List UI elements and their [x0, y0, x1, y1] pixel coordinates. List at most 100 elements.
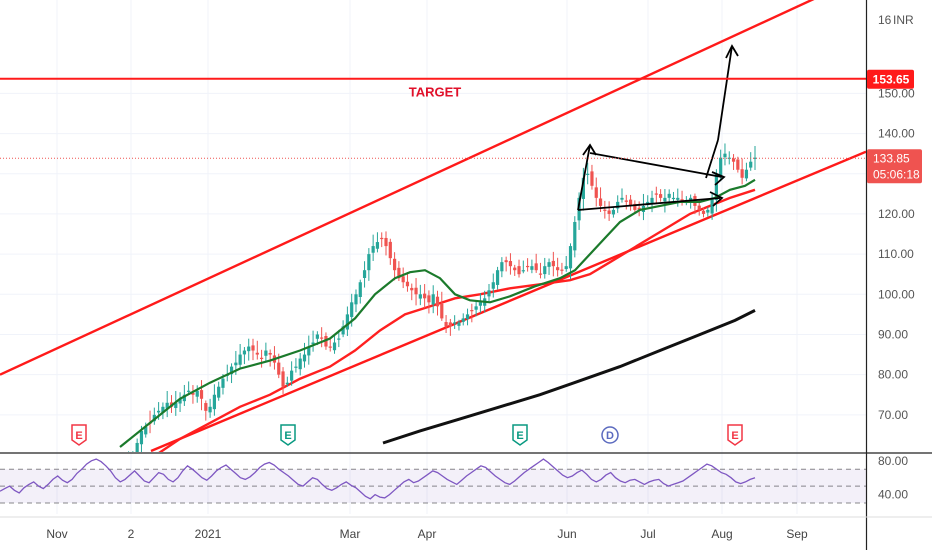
candle: [517, 259, 521, 278]
candle: [302, 342, 307, 368]
candle: [290, 361, 294, 386]
time-tick-label: Sep: [786, 527, 808, 541]
candle: [152, 407, 156, 425]
event-marker-earnings-positive[interactable]: E: [280, 424, 296, 446]
candle: [603, 200, 607, 219]
breakout-line: [705, 139, 719, 179]
candle: [538, 262, 543, 279]
candle: [633, 200, 637, 214]
candle: [513, 264, 517, 276]
candle: [281, 367, 285, 394]
candle: [332, 336, 337, 354]
candle: [504, 256, 508, 272]
candle: [414, 278, 418, 306]
time-tick-label: Mar: [340, 527, 361, 541]
candle: [362, 261, 367, 288]
candle: [530, 259, 534, 274]
candle: [543, 257, 547, 279]
event-marker-earnings-positive[interactable]: E: [512, 424, 528, 446]
candle: [470, 303, 474, 323]
channel-upper-line[interactable]: [0, 0, 866, 376]
candle: [667, 189, 671, 204]
candle: [646, 195, 650, 207]
pattern-drawings[interactable]: [577, 44, 739, 211]
candle: [740, 158, 744, 185]
price-tick-label: 16: [878, 13, 892, 27]
candlestick-series: [128, 143, 757, 452]
candle: [560, 262, 564, 275]
flag-upper-line: [589, 152, 723, 178]
candle: [723, 143, 727, 166]
time-tick-label: Jul: [640, 527, 655, 541]
candle: [285, 376, 289, 387]
ma-fast-line: [119, 178, 756, 448]
candle: [628, 194, 633, 211]
candle: [187, 381, 191, 395]
rsi-tick-label: 40.00: [878, 488, 908, 502]
candle: [474, 300, 478, 317]
event-marker-earnings-negative[interactable]: E: [71, 424, 87, 446]
event-label: E: [284, 430, 291, 442]
candle: [259, 349, 264, 368]
candle: [392, 252, 397, 281]
time-tick-label: Apr: [418, 527, 437, 541]
candle: [590, 164, 594, 190]
time-axis[interactable]: Nov 2 2021 Mar Apr Jun Jul Aug Sep: [0, 516, 932, 541]
candle: [251, 338, 255, 361]
target-price-label: 153.65: [873, 73, 910, 87]
candle: [641, 193, 646, 221]
candle: [307, 335, 311, 365]
candle: [753, 146, 757, 171]
candle: [457, 319, 461, 331]
candle: [367, 248, 371, 281]
candle: [298, 352, 302, 376]
event-label: D: [606, 430, 614, 442]
candle: [487, 283, 491, 302]
candle: [547, 258, 551, 275]
candle: [749, 152, 753, 171]
candle: [478, 293, 483, 313]
rsi-band: [0, 469, 866, 504]
candle: [495, 266, 500, 290]
price-tick-label: 100.00: [878, 287, 915, 301]
candle: [611, 207, 616, 218]
candle: [242, 347, 247, 365]
candle: [358, 279, 362, 304]
channel-lower-line[interactable]: [150, 150, 866, 452]
rsi-grid: [0, 468, 866, 504]
flag-lower-line: [577, 197, 721, 211]
candle: [624, 194, 628, 210]
candle: [247, 338, 251, 361]
candle: [135, 438, 139, 452]
candle: [401, 267, 405, 289]
rsi-tick-label: 80.00: [878, 454, 908, 468]
candle: [328, 339, 332, 352]
price-tick-label: 70.00: [878, 408, 908, 422]
price-tick-label: 120.00: [878, 207, 915, 221]
candle: [354, 289, 358, 313]
candle: [195, 385, 199, 403]
event-marker-dividend[interactable]: D: [601, 426, 619, 444]
event-label: E: [75, 430, 82, 442]
candle: [453, 315, 457, 329]
candle: [671, 191, 676, 203]
candle: [616, 195, 620, 213]
candle: [255, 340, 259, 360]
candle: [508, 253, 513, 275]
last-price-tag: 133.85 05:06:18: [867, 149, 922, 184]
event-label: E: [516, 430, 523, 442]
candle: [212, 384, 216, 416]
candle: [388, 238, 392, 265]
candle: [440, 291, 444, 321]
candle: [294, 358, 298, 373]
candle: [178, 392, 182, 412]
rsi-axis[interactable]: 40.00 80.00: [878, 454, 908, 502]
candle: [731, 154, 736, 170]
candle: [659, 189, 663, 202]
price-tick-label: 140.00: [878, 127, 915, 141]
candle: [199, 380, 204, 411]
candle: [556, 257, 560, 277]
event-marker-earnings-negative[interactable]: E: [727, 424, 743, 446]
